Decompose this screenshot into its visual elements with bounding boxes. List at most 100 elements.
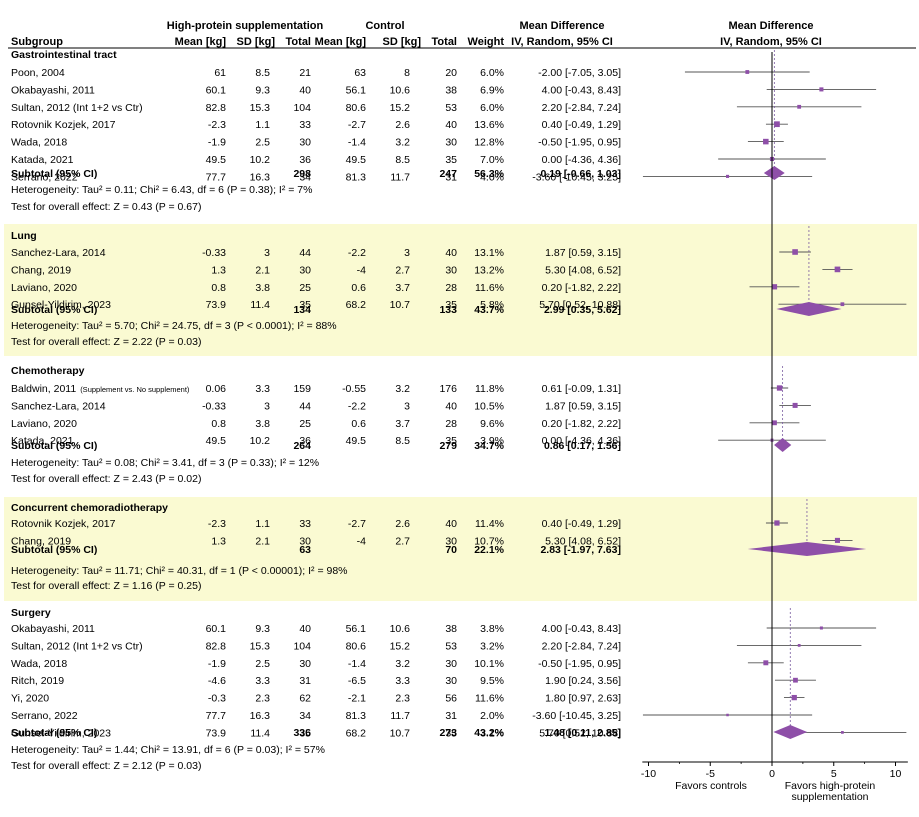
study-name-text: Serrano, 2022 — [11, 710, 78, 722]
study-name: Chang, 2019 — [11, 535, 71, 547]
cell-weight: 5.8% — [480, 299, 504, 311]
x-axis-tick-label: -5 — [706, 768, 715, 780]
study-point — [772, 420, 777, 426]
cell-ci: 0.20 [-1.82, 2.22] — [542, 418, 621, 430]
cell-t_n: 30 — [299, 658, 311, 670]
cell-c_n: 40 — [445, 119, 457, 131]
cell-ci: -0.50 [-1.95, 0.95] — [538, 658, 621, 670]
cell-t_mean: -4.6 — [208, 675, 226, 687]
study-name: Wada, 2018 — [11, 658, 67, 670]
cell-t_sd: 3.3 — [255, 675, 270, 687]
cell-c_n: 53 — [445, 640, 457, 652]
cell-weight: 9.6% — [480, 418, 504, 430]
study-point — [792, 402, 798, 408]
study-name-text: Wada, 2018 — [11, 137, 67, 149]
cell-c_n: 31 — [445, 710, 457, 722]
cell-weight: 12.8% — [474, 137, 504, 149]
cell-t_sd: 9.3 — [255, 623, 270, 635]
subtotal-c-n: 279 — [439, 440, 457, 452]
cell-t_n: 30 — [299, 137, 311, 149]
cell-c_n: 56 — [445, 693, 457, 705]
cell-weight: 6.0% — [480, 102, 504, 114]
cell-t_n: 40 — [299, 84, 311, 96]
cell-c_mean: -2.1 — [348, 693, 366, 705]
cell-t_sd: 15.3 — [250, 640, 271, 652]
study-name: Wada, 2018 — [11, 137, 67, 149]
cell-weight: 3.1% — [480, 727, 504, 739]
cell-ci: 0.61 [-0.09, 1.31] — [542, 383, 621, 395]
control-total-header: Total — [432, 36, 457, 48]
cell-weight: 3.8% — [480, 623, 504, 635]
study-name-text: Wada, 2018 — [11, 658, 67, 670]
cell-t_sd: 1.1 — [255, 119, 270, 131]
study-point — [834, 266, 841, 273]
cell-c_n: 30 — [445, 264, 457, 276]
study-point — [797, 104, 802, 109]
cell-t_sd: 10.2 — [250, 435, 271, 447]
cell-c_n: 38 — [445, 623, 457, 635]
study-point — [819, 626, 823, 630]
study-name: Sultan, 2012 (Int 1+2 vs Ctr) — [11, 102, 143, 114]
heterogeneity-stats: Heterogeneity: Tau² = 0.08; Chi² = 3.41,… — [11, 457, 319, 469]
cell-t_n: 25 — [299, 282, 311, 294]
study-name-text: Chang, 2019 — [11, 535, 71, 547]
control-mean-header: Mean [kg] — [315, 36, 367, 48]
cell-t_mean: 49.5 — [206, 154, 227, 166]
cell-c_sd: 2.6 — [395, 518, 410, 530]
subtotal-ci: 2.83 [-1.97, 7.63] — [540, 544, 621, 556]
overall-effect-test: Test for overall effect: Z = 0.43 (P = 0… — [11, 201, 201, 213]
study-name-text: Sultan, 2012 (Int 1+2 vs Ctr) — [11, 102, 143, 114]
cell-t_mean: 82.8 — [206, 102, 227, 114]
cell-ci: 4.00 [-0.43, 8.43] — [542, 623, 621, 635]
subgroup-title: Gastrointestinal tract — [11, 49, 117, 61]
plot-area — [642, 50, 907, 762]
cell-c_mean: 49.5 — [346, 154, 367, 166]
study-name: Sanchez-Lara, 2014 — [11, 400, 106, 412]
subtotal-diamond — [774, 438, 792, 452]
study-name: Serrano, 2022 — [11, 171, 78, 183]
md-title-right: Mean Difference — [729, 20, 814, 32]
study-name-text: Okabayashi, 2011 — [11, 84, 95, 96]
cell-t_n: 104 — [293, 102, 311, 114]
study-point — [774, 520, 780, 526]
cell-c_mean: -2.2 — [348, 247, 366, 259]
cell-t_n: 44 — [299, 247, 311, 259]
cell-t_n: 35 — [299, 299, 311, 311]
cell-c_mean: 68.2 — [346, 727, 367, 739]
study-name-text: Yi, 2020 — [11, 693, 49, 705]
subtotal-weight: 43.7% — [474, 304, 504, 316]
cell-c_mean: 49.5 — [346, 435, 367, 447]
cell-c_sd: 3 — [404, 400, 410, 412]
cell-t_n: 30 — [299, 535, 311, 547]
cell-c_mean: 81.3 — [346, 171, 367, 183]
cell-c_mean: -4 — [357, 264, 366, 276]
cell-t_sd: 3 — [264, 247, 270, 259]
cell-ci: 1.87 [0.59, 3.15] — [545, 400, 621, 412]
study-note: (Supplement vs. No supplement) — [80, 385, 190, 394]
cell-t_sd: 10.2 — [250, 154, 271, 166]
cell-t_mean: -2.3 — [208, 119, 226, 131]
cell-c_n: 38 — [445, 84, 457, 96]
cell-t_n: 35 — [299, 727, 311, 739]
cell-ci: 1.80 [0.97, 2.63] — [545, 693, 621, 705]
cell-ci: 4.00 [-0.43, 8.43] — [542, 84, 621, 96]
heterogeneity-stats: Heterogeneity: Tau² = 1.44; Chi² = 13.91… — [11, 744, 325, 756]
treatment-sd-header: SD [kg] — [237, 36, 276, 48]
subgroup-bands — [4, 224, 917, 601]
cell-c_sd: 8.5 — [395, 154, 410, 166]
cell-weight: 6.9% — [480, 84, 504, 96]
favors-treatment-label-line2: supplementation — [791, 791, 868, 803]
overall-effect-test: Test for overall effect: Z = 2.12 (P = 0… — [11, 760, 201, 772]
cell-c_mean: -1.4 — [348, 137, 366, 149]
study-name-text: Chang, 2019 — [11, 264, 71, 276]
cell-t_mean: 1.3 — [211, 535, 226, 547]
subtotal-label: Subtotal (95% CI) — [11, 168, 97, 180]
cell-c_n: 40 — [445, 518, 457, 530]
study-name-text: Gunsel-Yildirim, 2023 — [11, 299, 111, 311]
cell-c_sd: 10.7 — [390, 727, 411, 739]
cell-weight: 13.1% — [474, 247, 504, 259]
cell-c_mean: -2.7 — [348, 119, 366, 131]
study-point — [840, 302, 845, 307]
subtotal-ci: 1.48 [0.11, 2.85] — [545, 727, 621, 739]
cell-c_sd: 2.6 — [395, 119, 410, 131]
